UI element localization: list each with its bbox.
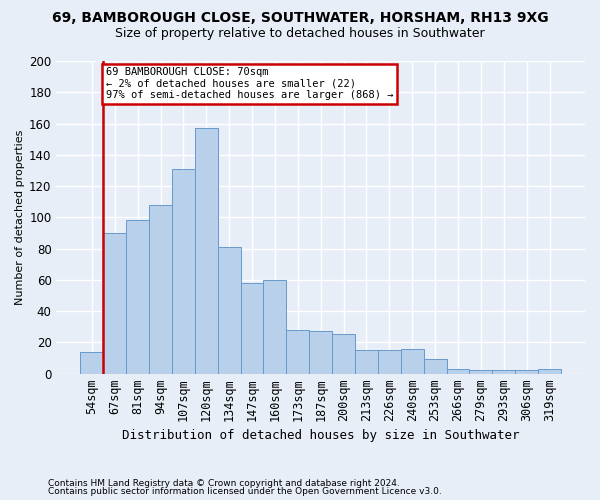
Bar bbox=[218, 247, 241, 374]
Bar bbox=[493, 370, 515, 374]
Bar bbox=[538, 369, 561, 374]
Bar bbox=[263, 280, 286, 374]
Bar bbox=[195, 128, 218, 374]
Y-axis label: Number of detached properties: Number of detached properties bbox=[15, 130, 25, 305]
Bar bbox=[332, 334, 355, 374]
Bar bbox=[355, 350, 378, 374]
Text: Contains public sector information licensed under the Open Government Licence v3: Contains public sector information licen… bbox=[48, 488, 442, 496]
Bar bbox=[378, 350, 401, 374]
Bar bbox=[424, 360, 446, 374]
Bar bbox=[103, 233, 126, 374]
Bar bbox=[80, 352, 103, 374]
Bar bbox=[172, 169, 195, 374]
X-axis label: Distribution of detached houses by size in Southwater: Distribution of detached houses by size … bbox=[122, 430, 520, 442]
Bar bbox=[446, 369, 469, 374]
Bar bbox=[126, 220, 149, 374]
Text: Size of property relative to detached houses in Southwater: Size of property relative to detached ho… bbox=[115, 28, 485, 40]
Bar bbox=[309, 332, 332, 374]
Text: 69 BAMBOROUGH CLOSE: 70sqm
← 2% of detached houses are smaller (22)
97% of semi-: 69 BAMBOROUGH CLOSE: 70sqm ← 2% of detac… bbox=[106, 68, 394, 100]
Bar bbox=[286, 330, 309, 374]
Text: Contains HM Land Registry data © Crown copyright and database right 2024.: Contains HM Land Registry data © Crown c… bbox=[48, 478, 400, 488]
Bar bbox=[401, 348, 424, 374]
Bar bbox=[241, 283, 263, 374]
Bar bbox=[149, 205, 172, 374]
Bar bbox=[515, 370, 538, 374]
Text: 69, BAMBOROUGH CLOSE, SOUTHWATER, HORSHAM, RH13 9XG: 69, BAMBOROUGH CLOSE, SOUTHWATER, HORSHA… bbox=[52, 11, 548, 25]
Bar bbox=[469, 370, 493, 374]
